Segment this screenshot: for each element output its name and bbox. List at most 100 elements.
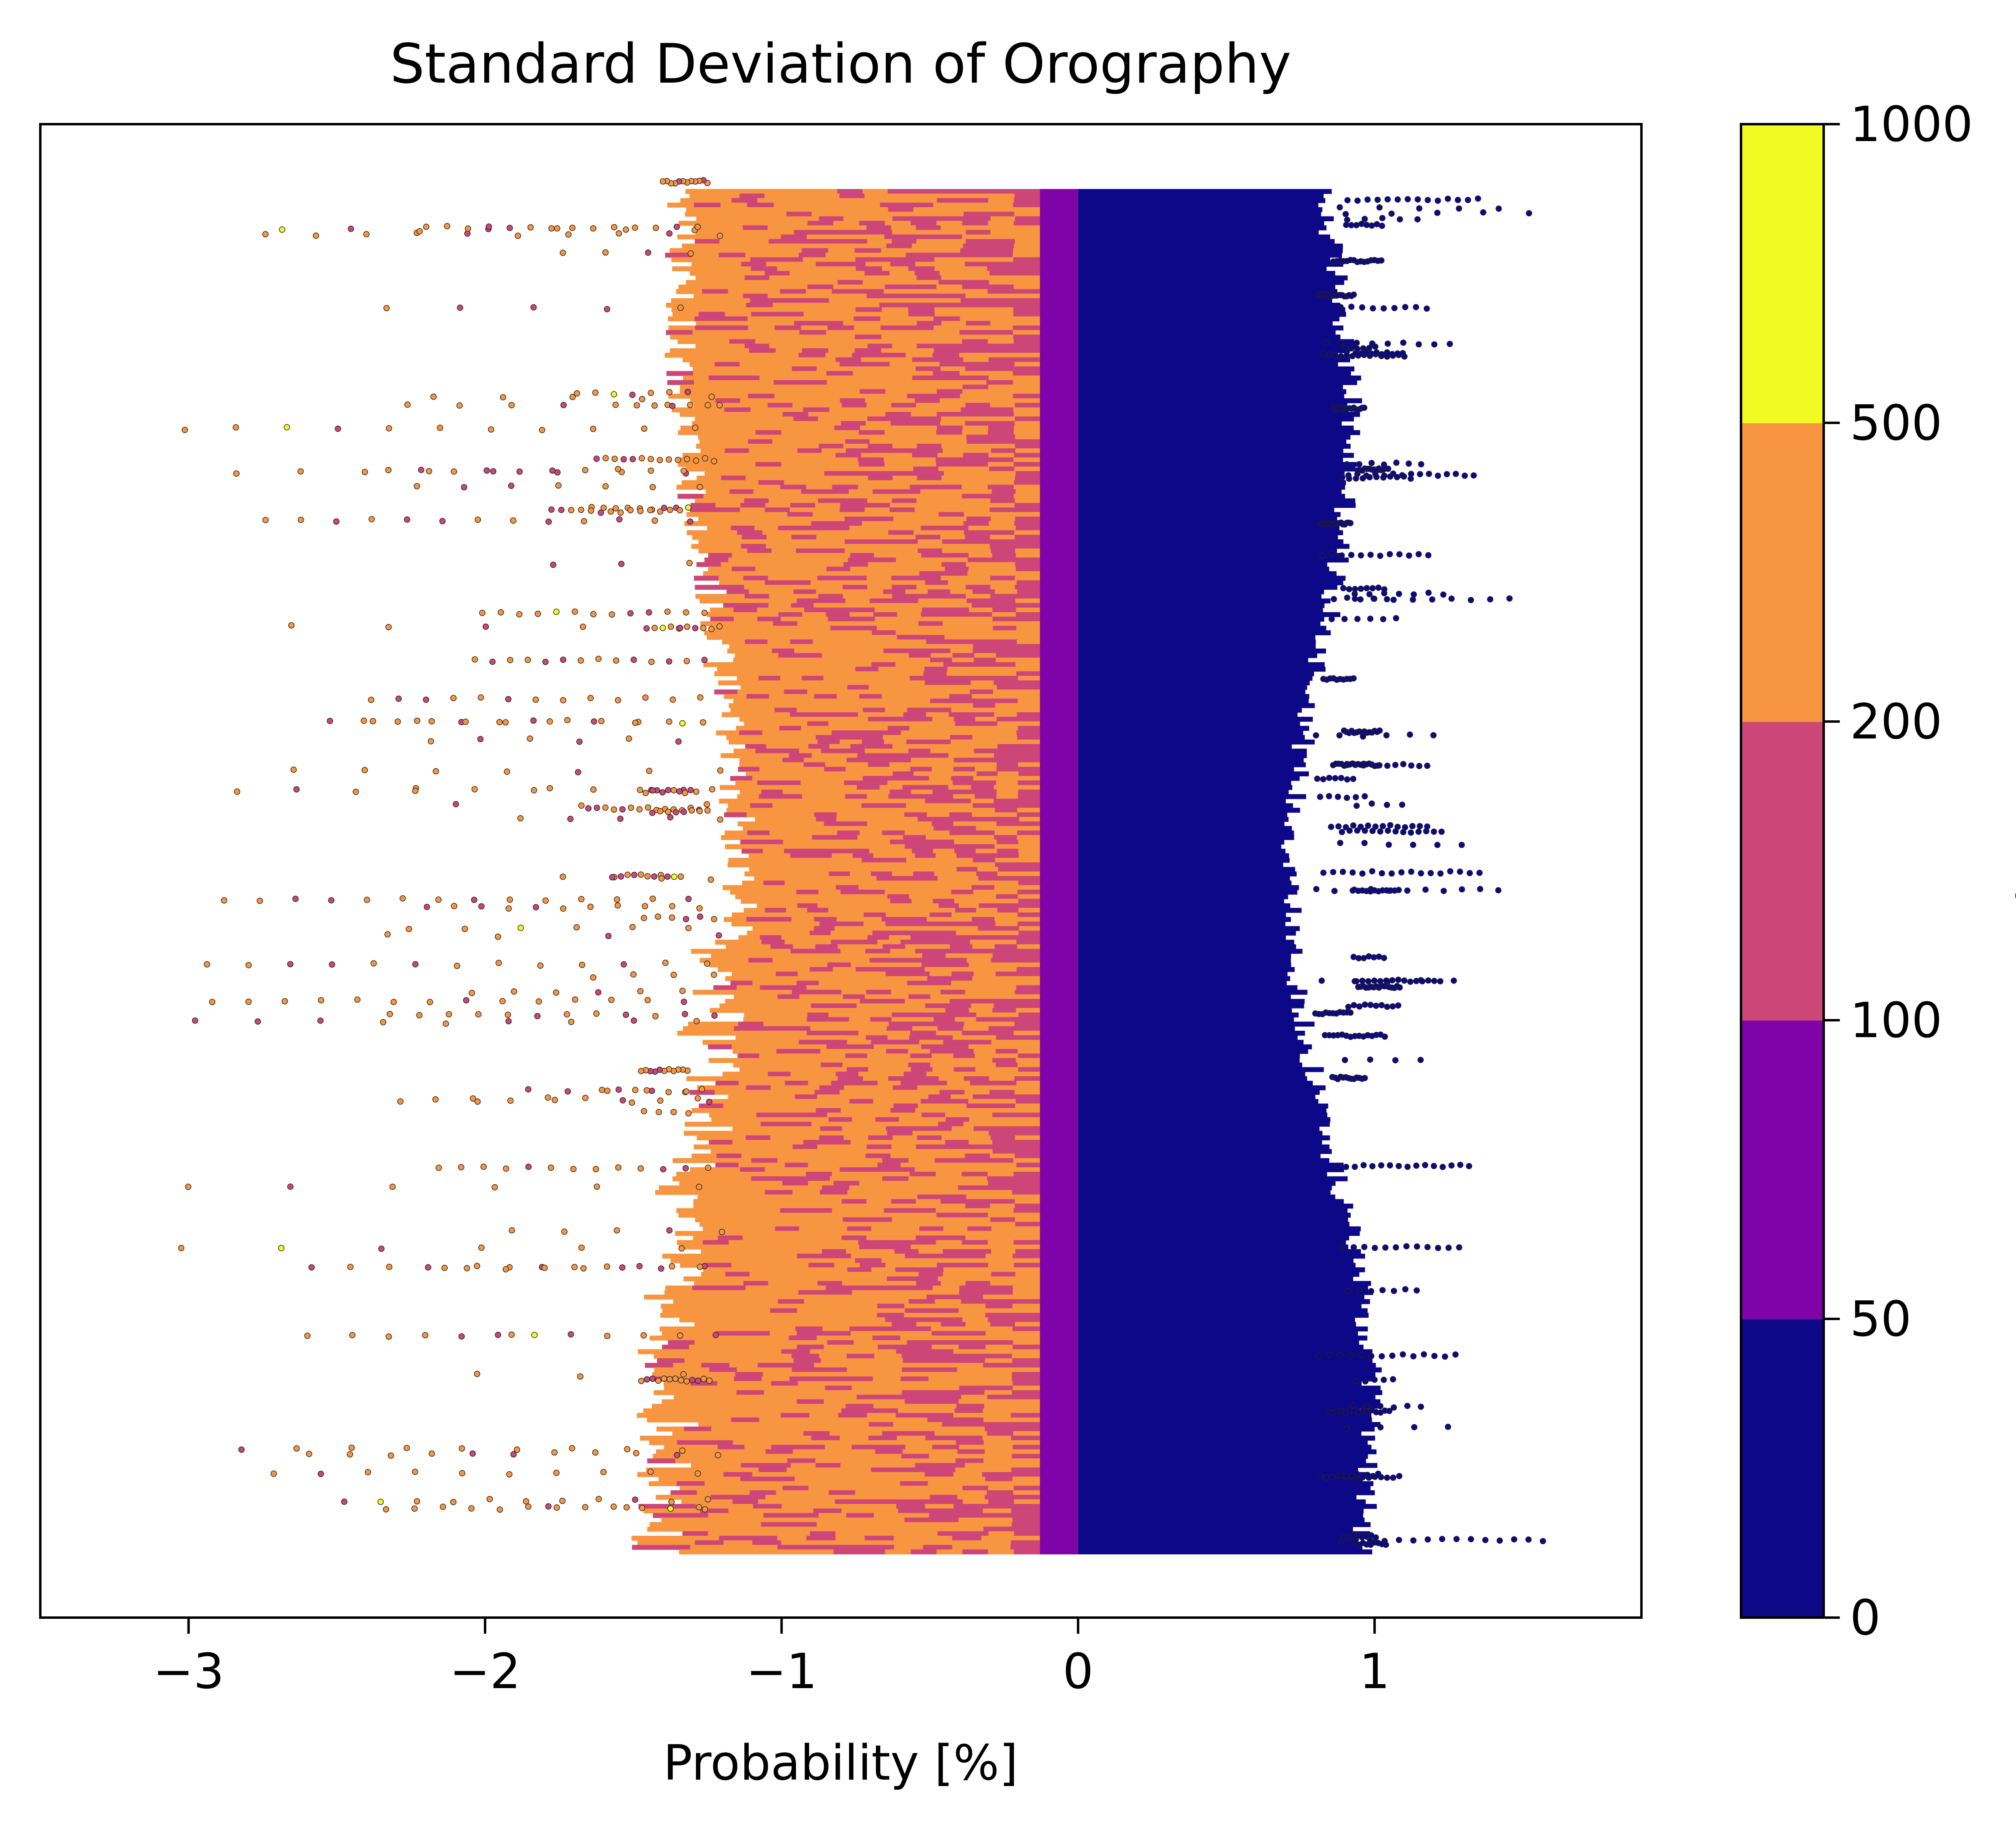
scatter-band-200-500 (798, 1445, 825, 1450)
scatter-band-200-500 (918, 548, 943, 553)
scatter-band-200-500 (956, 1404, 985, 1409)
scatter-band-0-50 (1078, 316, 1339, 322)
scatter-band-200-500 (675, 1527, 704, 1532)
scatter-band-200-500 (996, 749, 1018, 754)
scatter-band-200-500 (821, 1358, 849, 1364)
scatter-band-50-100 (1039, 880, 1078, 886)
scatter-band-200-500 (699, 439, 725, 444)
scatter-band-0-50 (1078, 202, 1318, 208)
scatter-band-200-500 (790, 398, 816, 403)
scatter-band-200-500 (1018, 653, 1040, 658)
scatter-band-200-500 (828, 1149, 852, 1154)
scatter-band-200-500 (776, 1258, 803, 1263)
scatter-band-200-500 (891, 416, 917, 422)
scatter-band-200-500 (748, 1535, 778, 1541)
scatter-band-200-500 (937, 385, 963, 390)
scatter-band-200-500 (731, 1262, 758, 1268)
scatter-band-200-500 (1014, 1485, 1040, 1491)
scatter-band-200-500 (1012, 1285, 1040, 1291)
scatter-band-200-500 (772, 1222, 797, 1227)
scatter-band-200-500 (917, 1085, 942, 1090)
scatter-band-50-100 (1039, 430, 1078, 435)
scatter-band-200-500 (1014, 212, 1040, 217)
scatter-band-200-500 (990, 475, 1016, 481)
scatter-band-0-50 (1078, 1477, 1363, 1482)
scatter-band-50-100 (1039, 1454, 1078, 1459)
scatter-band-200-500 (830, 1158, 857, 1163)
scatter-point (1346, 475, 1352, 482)
scatter-band-200-500 (865, 544, 891, 549)
scatter-band-200-500 (957, 1495, 985, 1500)
scatter-band-200-500 (901, 1454, 930, 1459)
scatter-band-200-500 (680, 1454, 709, 1459)
scatter-band-200-500 (881, 298, 908, 304)
scatter-band-200-500 (792, 999, 816, 1004)
scatter-band-200-500 (757, 198, 783, 203)
scatter-point (1360, 475, 1366, 482)
scatter-band-200-500 (996, 657, 1018, 663)
scatter-band-200-500 (867, 594, 893, 599)
scatter-band-0-50 (1078, 853, 1289, 859)
scatter-band-200-500 (729, 234, 756, 240)
scatter-band-200-500 (941, 416, 966, 422)
scatter-band-0-50 (1078, 880, 1292, 886)
scatter-band-200-500 (881, 335, 908, 340)
scatter-band-200-500 (1012, 1290, 1040, 1295)
scatter-band-200-500 (1018, 717, 1040, 722)
scatter-band-50-100 (1039, 1171, 1078, 1177)
scatter-band-200-500 (691, 262, 717, 267)
scatter-band-200-500 (781, 1472, 810, 1477)
scatter-band-200-500 (912, 880, 934, 886)
scatter-band-200-500 (751, 1158, 778, 1163)
scatter-band-200-500 (932, 353, 960, 358)
scatter-band-200-500 (771, 435, 796, 440)
scatter-band-200-500 (1015, 621, 1040, 626)
scatter-band-200-500 (1018, 1053, 1040, 1059)
scatter-band-200-500 (772, 648, 795, 654)
scatter-band-200-500 (865, 1463, 891, 1468)
scatter-band-200-500 (973, 648, 996, 654)
scatter-band-200-500 (758, 1467, 787, 1472)
scatter-band-200-500 (877, 1326, 904, 1332)
scatter-band-200-500 (900, 1522, 929, 1527)
scatter-band-200-500 (841, 912, 864, 917)
scatter-band-200-500 (843, 1417, 872, 1423)
scatter-band-200-500 (953, 1053, 975, 1059)
scatter-band-200-500 (954, 898, 976, 904)
scatter-band-0-50 (1078, 1458, 1366, 1464)
scatter-band-200-500 (1017, 1094, 1040, 1100)
scatter-band-200-500 (881, 917, 905, 922)
scatter-band-200-500 (766, 1463, 791, 1468)
scatter-band-200-500 (947, 1081, 971, 1086)
scatter-band-200-500 (915, 1153, 941, 1159)
scatter-band-200-500 (900, 1335, 929, 1341)
scatter-band-200-500 (930, 1126, 952, 1131)
scatter-band-200-500 (848, 898, 869, 904)
scatter-band-200-500 (820, 435, 845, 440)
scatter-band-200-500 (916, 416, 942, 422)
scatter-band-200-500 (939, 530, 964, 535)
scatter-band-200-500 (799, 252, 826, 258)
scatter-band-200-500 (695, 239, 720, 244)
scatter-band-0-50 (1078, 867, 1295, 872)
scatter-band-0-50 (1078, 930, 1296, 936)
scatter-band-200-500 (737, 794, 760, 799)
scatter-band-50-100 (1039, 776, 1078, 781)
scatter-band-200-500 (732, 1058, 756, 1063)
scatter-band-200-500 (806, 457, 832, 463)
scatter-band-200-500 (700, 958, 725, 963)
scatter-band-200-500 (654, 1354, 682, 1359)
scatter-band-200-500 (719, 1285, 746, 1291)
scatter-band-200-500 (862, 189, 888, 194)
scatter-band-200-500 (1017, 1049, 1040, 1054)
scatter-band-50-100 (1039, 1422, 1078, 1427)
scatter-band-200-500 (884, 858, 907, 863)
scatter-band-200-500 (698, 435, 723, 440)
scatter-band-200-500 (760, 1481, 789, 1486)
scatter-band-200-500 (800, 316, 828, 322)
scatter-band-200-500 (795, 1194, 820, 1200)
scatter-band-200-500 (702, 485, 729, 490)
scatter-band-50-100 (1039, 839, 1078, 845)
scatter-band-200-500 (987, 1299, 1014, 1304)
scatter-band-200-500 (957, 1390, 985, 1395)
